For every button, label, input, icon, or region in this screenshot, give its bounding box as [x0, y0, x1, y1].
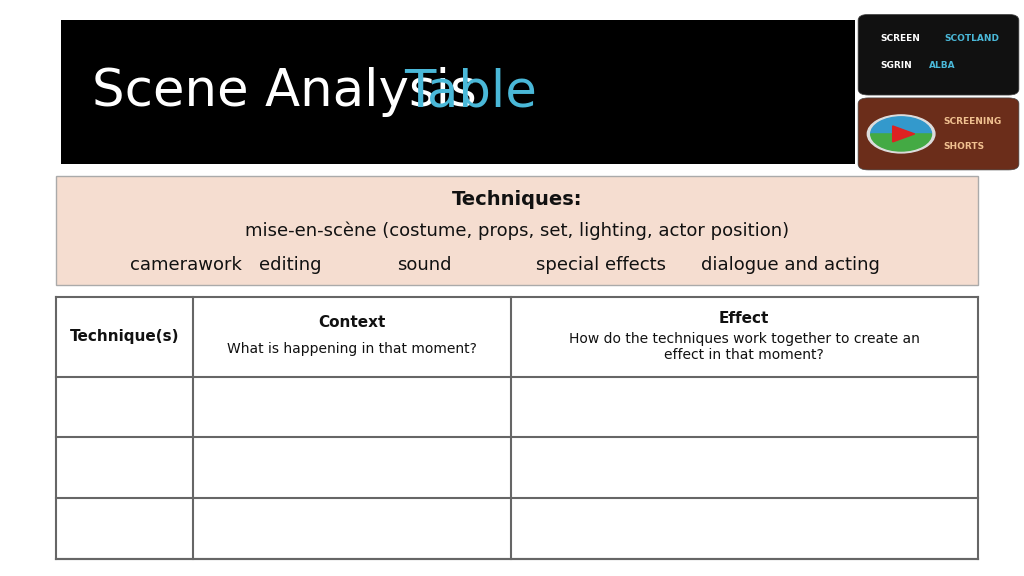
Text: How do the techniques work together to create an
effect in that moment?: How do the techniques work together to c… [569, 332, 920, 362]
Text: sound: sound [397, 256, 452, 274]
Text: editing: editing [259, 256, 322, 274]
Bar [56, 297, 978, 559]
Text: SCREEN: SCREEN [881, 34, 921, 43]
Text: SCOTLAND: SCOTLAND [944, 34, 999, 43]
Text: mise-en-scène (costume, props, set, lighting, actor position): mise-en-scène (costume, props, set, ligh… [245, 221, 790, 240]
Wedge shape [870, 134, 932, 151]
Text: ALBA: ALBA [929, 60, 955, 70]
Polygon shape [893, 126, 914, 142]
Text: special effects: special effects [536, 256, 666, 274]
FancyBboxPatch shape [858, 14, 1019, 95]
Text: Context: Context [318, 314, 385, 329]
Text: Table: Table [404, 67, 538, 117]
FancyBboxPatch shape [858, 98, 1019, 170]
Circle shape [867, 115, 935, 153]
Text: SHORTS: SHORTS [943, 142, 984, 151]
Text: Technique(s): Technique(s) [70, 329, 179, 344]
Wedge shape [870, 117, 932, 134]
Text: camerawork: camerawork [130, 256, 242, 274]
Text: Effect: Effect [719, 310, 769, 325]
Text: Techniques:: Techniques: [452, 190, 583, 209]
Bar [61, 20, 855, 164]
Text: SGRIN: SGRIN [881, 60, 912, 70]
Text: What is happening in that moment?: What is happening in that moment? [226, 342, 476, 357]
Text: SCREENING: SCREENING [943, 117, 1001, 126]
Bar [56, 176, 978, 285]
Text: Scene Analysis: Scene Analysis [92, 67, 494, 117]
Text: dialogue and acting: dialogue and acting [701, 256, 881, 274]
